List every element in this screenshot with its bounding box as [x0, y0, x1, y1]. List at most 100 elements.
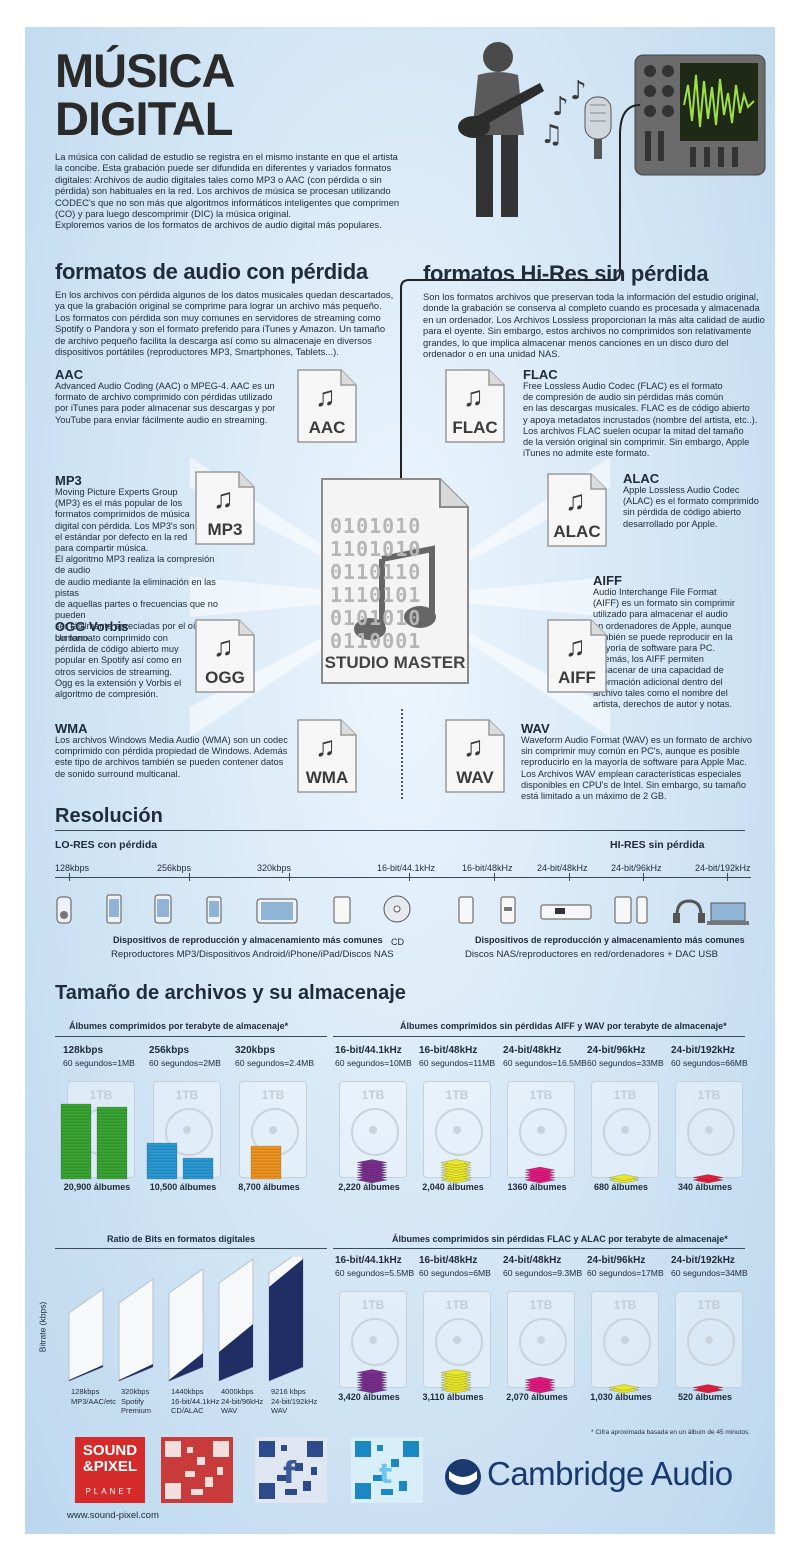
format-desc-line: YouTube para enviar fácilmente audio en … [55, 414, 268, 425]
lossless-desc-line: en un ordenador. Los Archivos Lossless p… [423, 313, 765, 325]
album-layer [250, 1172, 282, 1177]
disc-hub [705, 1336, 713, 1344]
resolution-tick-label: 16-bit/48kHz [462, 863, 513, 873]
format-desc-line: por iTunes para poder almacenar sus desc… [55, 403, 276, 414]
tb-label: 1TB [261, 1088, 285, 1102]
resolution-tick [189, 873, 190, 881]
lossless-desc-line: donde la grabación se conserva al comple… [423, 302, 760, 314]
album-layer [96, 1136, 128, 1141]
bitrate-title: Ratio de Bits en formatos digitales [107, 1234, 256, 1244]
studio-master-label: STUDIO MASTER [324, 653, 466, 672]
disc-hub [621, 1336, 629, 1344]
storage-rate-label: 24-bit/48kHz [503, 1255, 562, 1266]
album-layer [96, 1154, 128, 1159]
alac-file-icon: ♫ ALAC [547, 473, 607, 547]
intro-line: digitales: Archivos de audio digitales t… [55, 173, 382, 185]
storage-size-label: 60 segundos=9.3MB [503, 1268, 583, 1278]
format-description: Apple Lossless Audio Codec (ALAC) es el f… [623, 485, 773, 530]
album-layer [692, 1384, 724, 1391]
intro-line: la concibe. Esta grabación puede ser dif… [55, 162, 392, 174]
bitrate-bar [169, 1353, 203, 1381]
album-layer [524, 1376, 556, 1384]
studio-master-file: 0101010 1101010 0110110 1110101 0101010 01100… [320, 477, 470, 685]
album-layer [96, 1139, 128, 1144]
guitarist-illustration: ♪ ♪ ♫ [458, 42, 766, 217]
compressed-rule [55, 1036, 327, 1037]
album-count: 20,900 álbumes [63, 1182, 131, 1192]
album-stack [60, 1103, 128, 1180]
tb-label: 1TB [361, 1298, 385, 1312]
hard-drive-icon: 1TB [675, 1081, 743, 1178]
bitrate-label-line: Spotify [121, 1396, 144, 1406]
resolution-axis [55, 877, 751, 878]
album-layer [250, 1160, 282, 1165]
resolution-heading: Resolución [55, 805, 163, 827]
album-layer [96, 1124, 128, 1129]
cambridge-audio-brand[interactable]: Cambridge Audio [487, 1455, 733, 1492]
album-stack [608, 1384, 640, 1394]
album-layer [96, 1169, 128, 1174]
sound-pixel-logo[interactable]: SOUND &PIXEL PLANET [75, 1437, 145, 1503]
storage-rate-label: 16-bit/44.1kHz [335, 1255, 402, 1266]
tb-label: 1TB [613, 1088, 637, 1102]
album-layer [60, 1157, 92, 1162]
footer-url[interactable]: www.sound-pixel.com [67, 1510, 159, 1521]
flac-rule [333, 1248, 745, 1249]
album-layer [60, 1106, 92, 1111]
disc-hub [369, 1336, 377, 1344]
svg-text:♫: ♫ [540, 120, 563, 150]
format-desc-line: pérdida de código abierto muy [55, 644, 179, 655]
format-desc-line: Los archivos Windows Media Audio (WMA) s… [55, 735, 288, 745]
intro-line: (CO) y para luego descomprimir (DIC) la … [55, 208, 292, 220]
tb-label: 1TB [361, 1088, 385, 1102]
format-desc-line: utilizado para almacenar el audio [593, 609, 728, 620]
format-desc-line: Waveform Audio Format (WAV) es un format… [521, 735, 752, 745]
disc-hub [705, 1126, 713, 1134]
format-desc-line: está limitado a un máximo de 2 GB. [521, 791, 667, 802]
lossless-desc-line: para el oyente. Sin embargo, estos archi… [423, 325, 752, 337]
bitrate-label-line: WAV [221, 1406, 238, 1415]
album-layer [250, 1163, 282, 1168]
format-desc-line: disponibles en CPU's de Intel. Sin embar… [521, 779, 746, 790]
resolution-tick-label: 24-bit/48kHz [537, 863, 588, 873]
lossless-heading: formatos Hi-Res sin pérdida [423, 261, 709, 286]
bitrate-label-line: Premium [121, 1406, 152, 1415]
album-layer [146, 1145, 178, 1150]
album-stack [440, 1159, 472, 1184]
format-desc-line: de aquellas partes o frecuencias que no … [55, 599, 218, 621]
storage-rate-label: 16-bit/48kHz [419, 1255, 478, 1266]
right-devices-list: Discos NAS/reproductores en red/ordenado… [465, 949, 719, 960]
album-layer [146, 1157, 178, 1162]
format-title: AIFF [593, 573, 622, 588]
album-layer [146, 1172, 178, 1177]
binary-row: 0110001 [330, 629, 422, 653]
resolution-rule [55, 830, 745, 831]
format-description: Los archivos Windows Media Audio (WMA) s… [55, 735, 345, 780]
bitrate-bar-label: 128kbps MP3/AAC/etc [71, 1387, 116, 1406]
album-layer [60, 1169, 92, 1174]
qr-code-twitter-icon[interactable]: t [351, 1437, 423, 1503]
album-stack [356, 1159, 388, 1184]
resolution-tick-label: 256kbps [157, 863, 192, 873]
album-layer [182, 1172, 214, 1177]
qr-code-red-icon[interactable] [161, 1437, 233, 1503]
album-layer [60, 1163, 92, 1168]
album-layer [96, 1112, 128, 1117]
flac-file-icon: ♫ FLAC [445, 369, 505, 443]
storage-rate-label: 24-bit/48kHz [503, 1045, 562, 1056]
album-layer [60, 1142, 92, 1147]
music-note-icon: ♫ [565, 485, 586, 516]
format-description: Moving Picture Experts Group (MP3) es el … [55, 487, 225, 644]
file-label: OGG [205, 668, 245, 687]
storage-size-label: 60 segundos=2.4MB [235, 1058, 315, 1068]
storage-size-label: 60 segundos=33MB [587, 1058, 664, 1068]
album-layer [440, 1369, 472, 1376]
resolution-tick [643, 873, 644, 881]
format-description: Free Lossless Audio Codec (FLAC) es el f… [523, 381, 773, 459]
qr-code-facebook-icon[interactable]: f [255, 1437, 327, 1503]
album-layer [96, 1151, 128, 1156]
album-layer [60, 1139, 92, 1144]
format-desc-line: Los archivos FLAC suelen ocupar la mitad… [523, 425, 744, 436]
album-layer [60, 1136, 92, 1141]
album-layer [182, 1157, 214, 1162]
